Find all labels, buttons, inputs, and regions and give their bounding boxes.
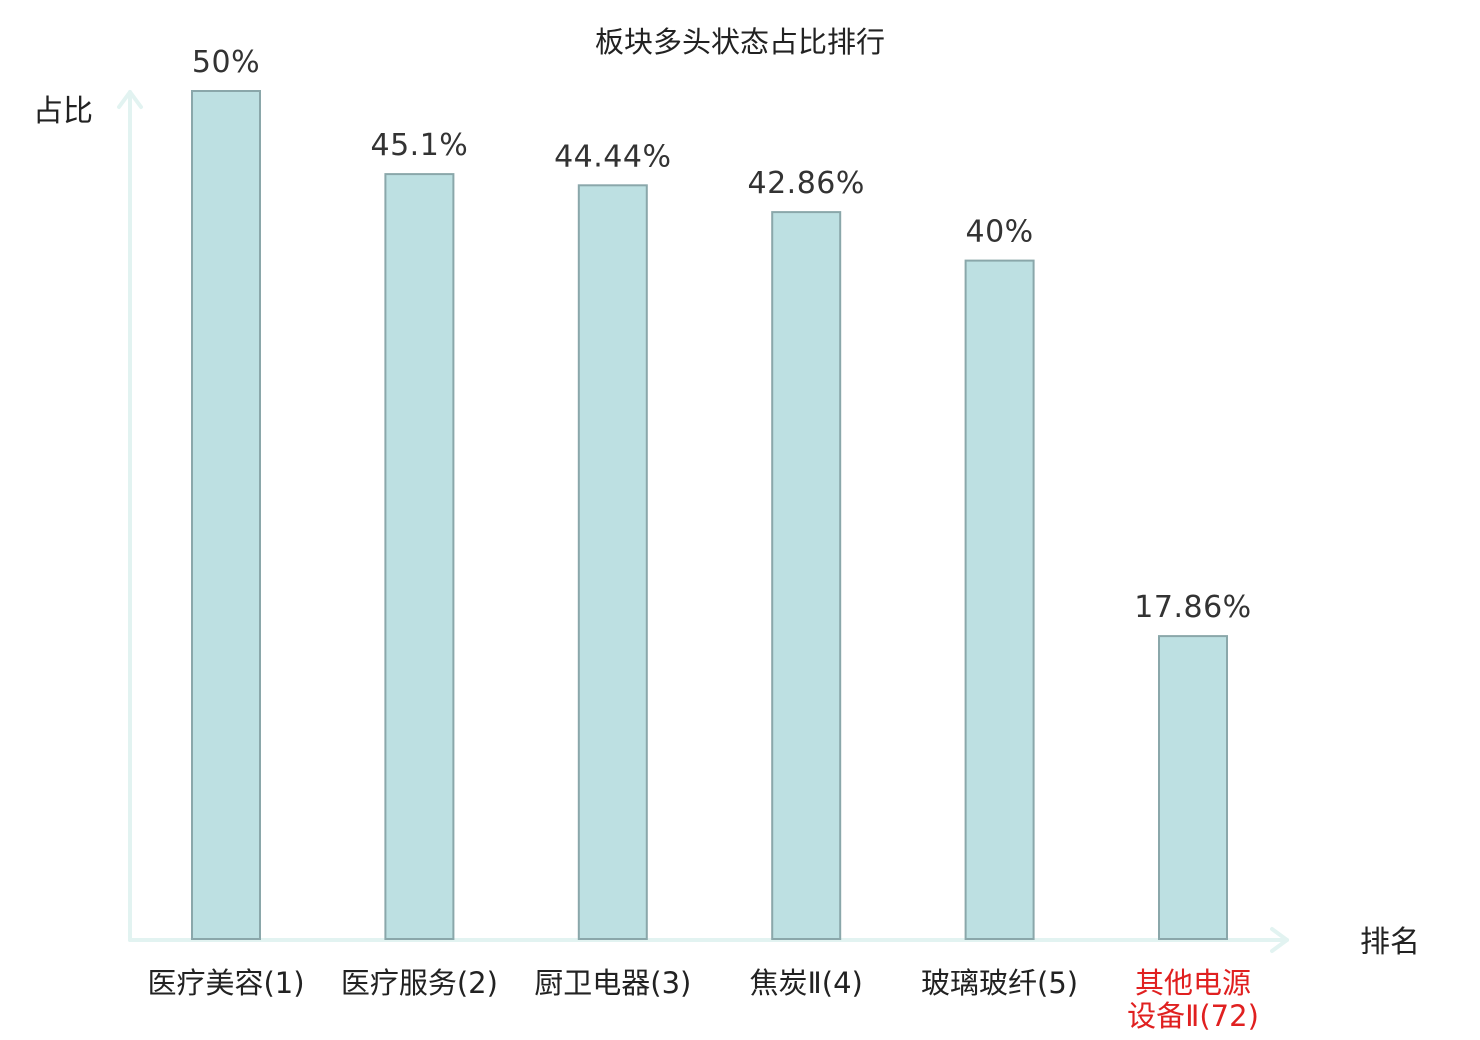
category-labels-group: 医疗美容(1) 医疗服务(2) 厨卫电器(3) 焦炭Ⅱ(4) 玻璃玻纤(5) 其他电源设备… [147,966,1258,1033]
x-axis-label: 排名 [1360,925,1420,960]
value-label-1: 50% [192,45,260,80]
category-label-3: 厨卫电器(3) [534,966,691,1000]
value-labels-group: 50% 45.1% 44.44% 42.86% 40% 17.86% [192,45,1251,625]
value-label-4: 42.86% [748,166,865,201]
bar-2 [384,173,455,941]
bar-4 [771,211,842,941]
category-label-4: 焦炭Ⅱ(4) [750,966,863,1000]
category-label-2: 医疗服务(2) [341,966,498,1000]
category-label-5: 玻璃玻纤(5) [921,966,1078,1000]
bar-6 [1158,635,1228,940]
value-label-3: 44.44% [554,139,671,174]
value-label-2: 45.1% [370,128,468,163]
bars-group [191,90,1228,941]
category-label-6-line-1: 其他电源 [1135,966,1251,1000]
bar-5 [964,259,1035,941]
value-label-5: 40% [966,215,1034,250]
chart-title: 板块多头状态占比排行 [595,25,885,59]
category-label-6-line-2: 设备Ⅱ(72) [1127,999,1259,1033]
category-label-1: 医疗美容(1) [147,966,304,1000]
x-axis-arrow [1270,927,1289,953]
y-axis-arrow [117,90,143,109]
bar-1 [191,90,261,940]
y-axis-label: 占比 [33,94,93,129]
bar-3 [577,184,648,941]
value-label-6: 17.86% [1134,590,1251,625]
